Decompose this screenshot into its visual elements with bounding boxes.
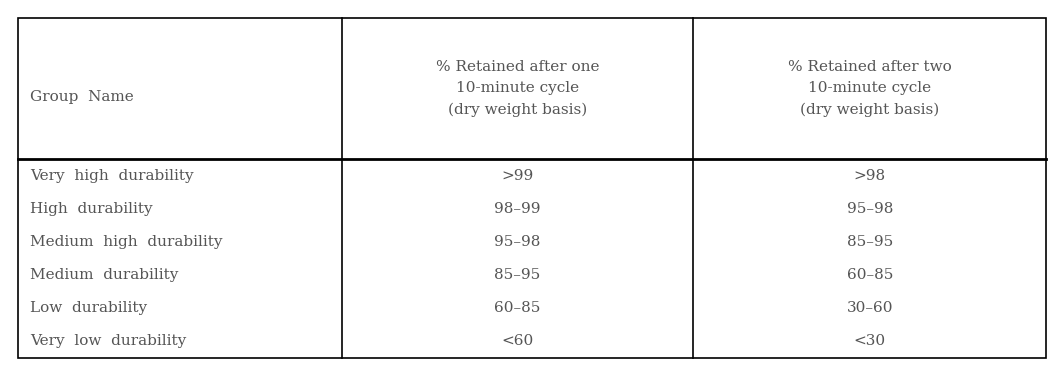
Text: Group  Name: Group Name <box>30 89 134 103</box>
Text: 98–99: 98–99 <box>495 202 541 216</box>
Text: <60: <60 <box>501 334 534 349</box>
Text: High  durability: High durability <box>30 202 152 216</box>
Text: <30: <30 <box>853 334 885 349</box>
Text: Very  low  durability: Very low durability <box>30 334 186 349</box>
Text: Very  high  durability: Very high durability <box>30 169 194 183</box>
Text: Medium  durability: Medium durability <box>30 268 179 282</box>
Text: % Retained after one
10-minute cycle
(dry weight basis): % Retained after one 10-minute cycle (dr… <box>436 60 599 117</box>
Text: Low  durability: Low durability <box>30 301 147 315</box>
Text: 85–95: 85–95 <box>495 268 541 282</box>
Text: % Retained after two
10-minute cycle
(dry weight basis): % Retained after two 10-minute cycle (dr… <box>787 60 951 117</box>
Text: 95–98: 95–98 <box>495 235 541 249</box>
Text: 60–85: 60–85 <box>847 268 893 282</box>
Text: Medium  high  durability: Medium high durability <box>30 235 222 249</box>
Text: 85–95: 85–95 <box>847 235 893 249</box>
Text: 30–60: 30–60 <box>847 301 893 315</box>
Text: 95–98: 95–98 <box>847 202 893 216</box>
Text: 60–85: 60–85 <box>495 301 541 315</box>
Text: >98: >98 <box>853 169 885 183</box>
Text: >99: >99 <box>501 169 534 183</box>
